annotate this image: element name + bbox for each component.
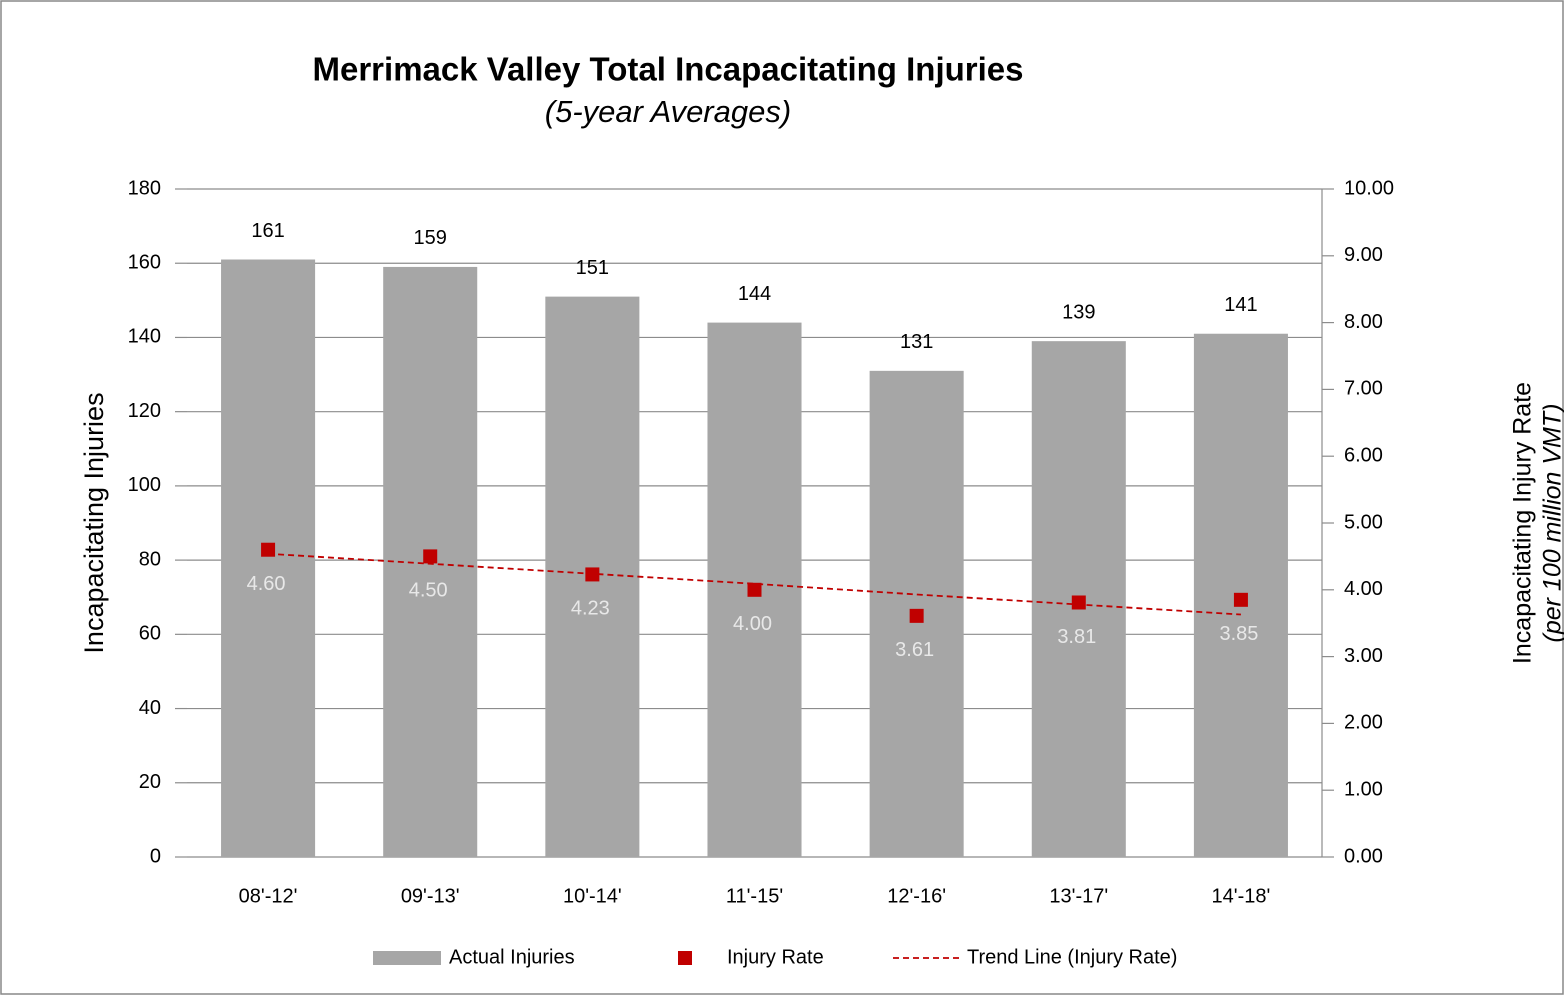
data-label: 4.60 [247, 573, 286, 595]
x-tick-label: 09'-13' [401, 885, 460, 907]
data-label: 161 [251, 220, 284, 242]
data-label: 3.85 [1219, 623, 1258, 645]
data-label: 4.50 [409, 580, 448, 602]
y2-tick-label: 1.00 [1344, 778, 1383, 800]
data-label: 151 [576, 257, 609, 279]
data-label: 131 [900, 331, 933, 353]
data-label: 141 [1224, 294, 1257, 316]
data-label: 3.81 [1057, 626, 1096, 648]
data-label: 144 [738, 283, 771, 305]
data-label: 159 [414, 227, 447, 249]
x-tick-label: 11'-15' [726, 885, 783, 907]
legend-swatch [373, 951, 441, 965]
x-tick-label: 08'-12' [239, 885, 298, 907]
chart-title: Merrimack Valley Total Incapacitating In… [313, 51, 1024, 88]
legend-label: Trend Line (Injury Rate) [967, 946, 1177, 968]
y-tick-label: 60 [139, 623, 161, 645]
y2-axis-title: (per 100 million VMT) [1539, 404, 1564, 643]
marker [747, 582, 762, 597]
y-tick-label: 20 [139, 771, 161, 793]
legend-swatch [678, 951, 692, 965]
y2-tick-label: 10.00 [1344, 177, 1394, 199]
legend-label: Injury Rate [727, 946, 824, 968]
y2-tick-label: 9.00 [1344, 244, 1383, 266]
data-label: 4.00 [733, 613, 772, 635]
y2-tick-label: 8.00 [1344, 311, 1383, 333]
y-tick-label: 160 [128, 252, 161, 274]
x-tick-label: 14'-18' [1212, 885, 1271, 907]
y-tick-label: 180 [128, 177, 161, 199]
x-tick-label: 13'-17' [1049, 885, 1108, 907]
bar [221, 259, 316, 857]
y-tick-label: 40 [139, 697, 161, 719]
chart-subtitle: (5-year Averages) [545, 94, 791, 129]
marker [423, 549, 438, 564]
marker [1071, 595, 1086, 610]
legend-label: Actual Injuries [449, 946, 575, 968]
y-tick-label: 120 [128, 400, 161, 422]
y-tick-label: 0 [150, 845, 161, 867]
x-tick-label: 12'-16' [887, 885, 946, 907]
data-label: 139 [1062, 301, 1095, 323]
y-axis-title: Incapacitating Injuries [79, 392, 109, 653]
y-tick-label: 100 [128, 474, 161, 496]
data-label: 3.61 [895, 639, 934, 661]
y-tick-label: 140 [128, 326, 161, 348]
y2-tick-label: 2.00 [1344, 712, 1383, 734]
y2-tick-label: 6.00 [1344, 444, 1383, 466]
marker [1233, 592, 1248, 607]
y2-tick-label: 0.00 [1344, 845, 1383, 867]
data-label: 4.23 [571, 598, 610, 620]
y2-tick-label: 3.00 [1344, 645, 1383, 667]
y2-axis-title: Incapacitating Injury Rate [1509, 382, 1537, 664]
trend-line [268, 552, 1241, 616]
y-tick-label: 80 [139, 548, 161, 570]
marker [909, 608, 924, 623]
x-tick-label: 10'-14' [563, 885, 622, 907]
y2-tick-label: 5.00 [1344, 511, 1383, 533]
y2-tick-label: 7.00 [1344, 378, 1383, 400]
y2-tick-label: 4.00 [1344, 578, 1383, 600]
